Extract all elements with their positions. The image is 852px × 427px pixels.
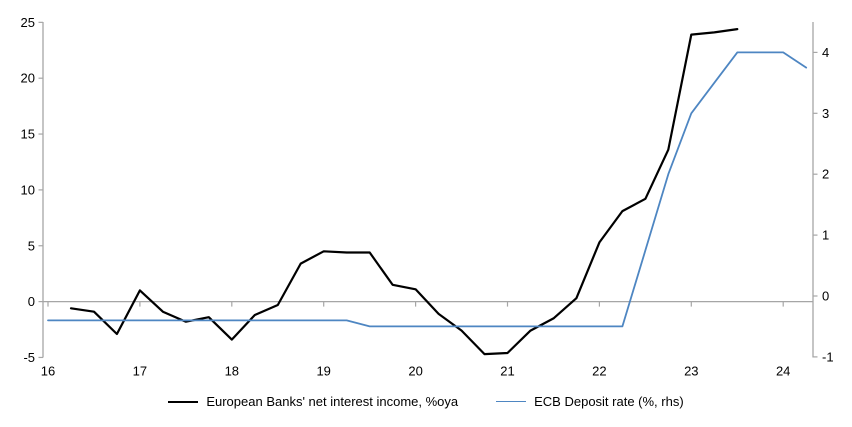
- left-axis-tick-label: 5: [28, 238, 35, 253]
- legend-label-net-interest-income: European Banks' net interest income, %oy…: [206, 394, 459, 409]
- series-line-1: [47, 51, 808, 328]
- blue-line-swatch-icon: [496, 401, 527, 402]
- chart-legend: European Banks' net interest income, %oy…: [0, 394, 852, 409]
- x-axis-tick-label: 22: [592, 364, 606, 379]
- x-axis-tick-label: 20: [408, 364, 422, 379]
- x-axis-tick-label: 21: [500, 364, 514, 379]
- left-axis-tick-label: 10: [21, 182, 35, 197]
- left-axis-tick-label: 15: [21, 127, 35, 142]
- legend-label-ecb-deposit-rate: ECB Deposit rate (%, rhs): [534, 394, 684, 409]
- left-axis-tick-label: 0: [28, 294, 35, 309]
- x-axis-tick-label: 17: [133, 364, 147, 379]
- left-axis-tick-label: 20: [21, 71, 35, 86]
- right-axis-tick-label: 4: [822, 45, 829, 60]
- right-axis-tick-label: -1: [822, 349, 834, 364]
- x-axis-tick-label: 16: [41, 364, 55, 379]
- left-axis-tick-label: 25: [21, 15, 35, 30]
- series-line-0: [69, 28, 739, 356]
- right-axis-tick-label: 2: [822, 167, 829, 182]
- right-axis-tick-label: 0: [822, 289, 829, 304]
- x-axis-tick-label: 24: [776, 364, 790, 379]
- legend-item-ecb-deposit-rate: ECB Deposit rate (%, rhs): [496, 394, 684, 409]
- x-axis-tick-label: 19: [316, 364, 330, 379]
- x-axis-tick-label: 18: [225, 364, 239, 379]
- legend-item-net-interest-income: European Banks' net interest income, %oy…: [168, 394, 458, 409]
- left-axis-tick-label: -5: [23, 350, 35, 365]
- x-axis-tick-label: 23: [684, 364, 698, 379]
- right-axis-tick-label: 1: [822, 228, 829, 243]
- black-line-swatch-icon: [168, 400, 199, 403]
- right-axis-tick-label: 3: [822, 106, 829, 121]
